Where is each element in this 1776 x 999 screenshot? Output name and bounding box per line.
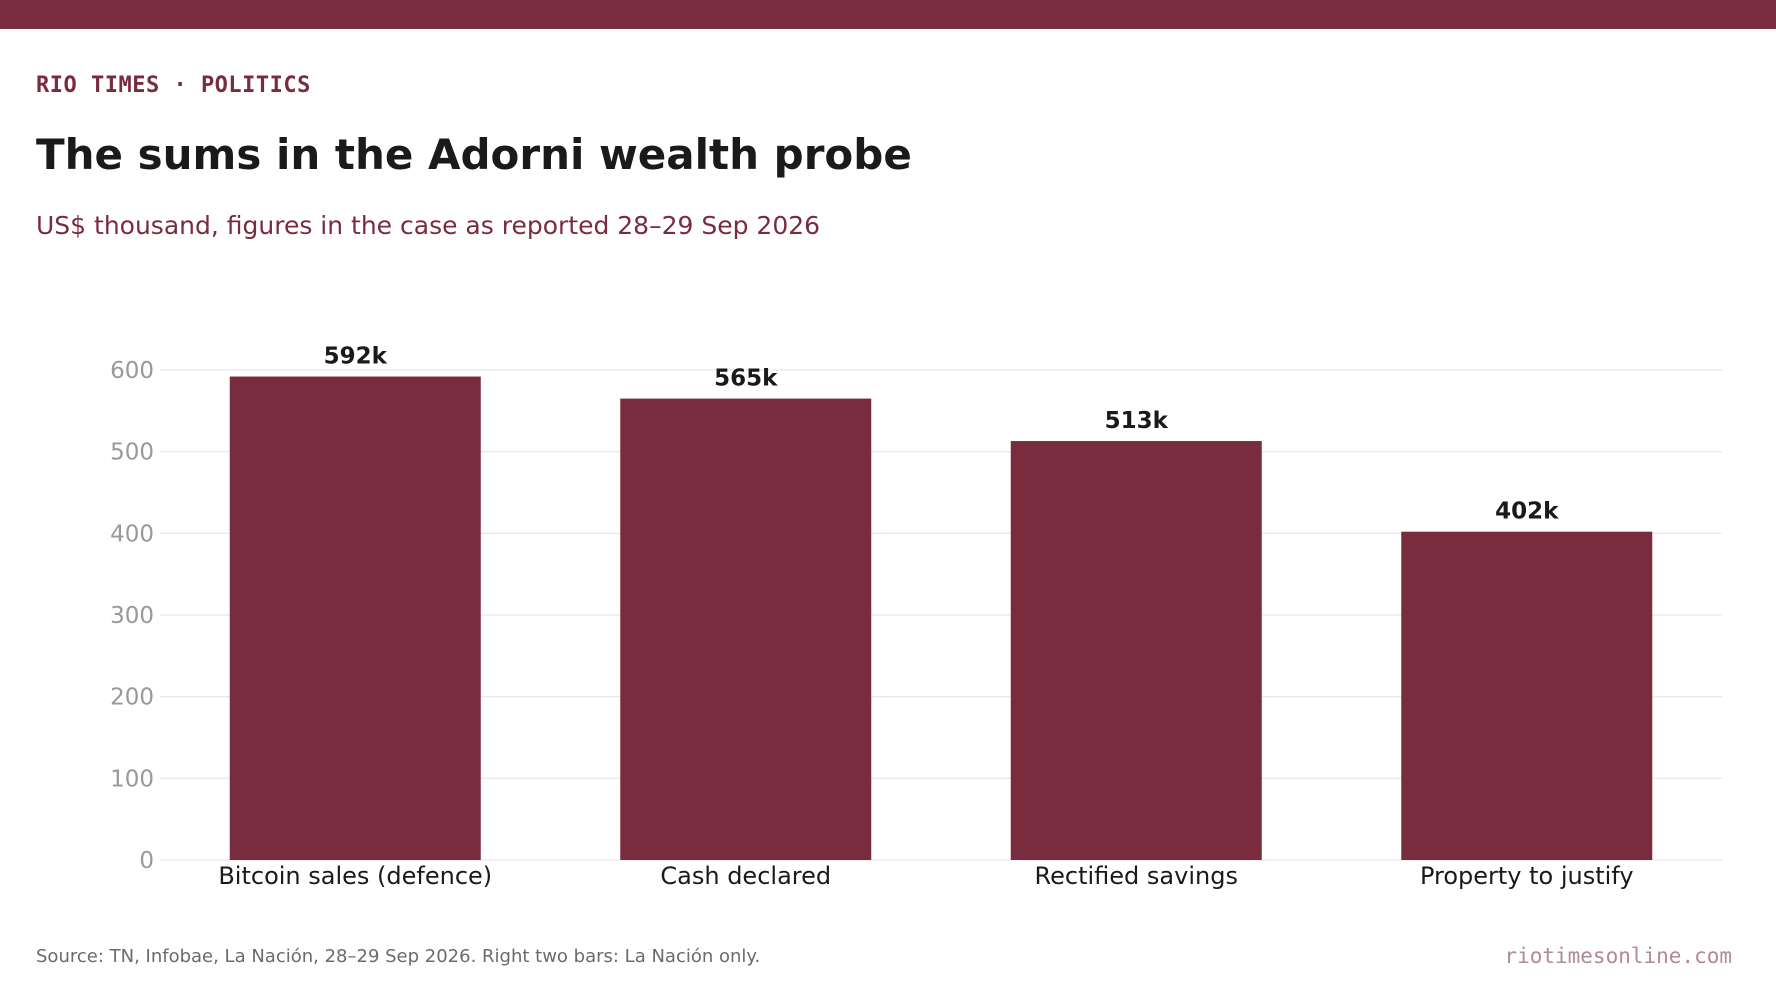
chart-subtitle: US$ thousand, figures in the case as rep…	[36, 211, 821, 240]
bar-4	[1401, 531, 1653, 860]
category-label: Property to justify	[1420, 862, 1634, 890]
top-brand-band	[0, 0, 1776, 29]
value-label: 513k	[1105, 408, 1169, 434]
category-labels: Bitcoin sales (defence) Cash declared Rect…	[218, 862, 1633, 890]
source-note: Source: TN, Infobae, La Nación, 28–29 Se…	[36, 946, 761, 967]
section-kicker: RIO TIMES · POLITICS	[36, 73, 311, 98]
bar-1	[229, 376, 481, 860]
value-label: 402k	[1495, 499, 1559, 525]
category-label: Rectified savings	[1035, 862, 1238, 890]
value-labels: 592k 565k 513k 402k	[324, 344, 1560, 525]
y-tick-label: 300	[110, 603, 154, 629]
value-label: 565k	[714, 366, 778, 392]
bars	[229, 376, 1653, 860]
y-tick-label: 200	[110, 685, 154, 711]
y-tick-label: 600	[110, 358, 154, 384]
y-tick-label: 500	[110, 440, 154, 466]
y-tick-label: 0	[139, 848, 154, 874]
site-url: riotimesonline.com	[1504, 944, 1732, 968]
y-axis-ticks: 0 100 200 300 400 500 600	[110, 358, 154, 874]
bar-2	[620, 398, 872, 860]
value-label: 592k	[324, 344, 388, 370]
category-label: Bitcoin sales (defence)	[218, 862, 492, 890]
y-tick-label: 100	[110, 766, 154, 792]
category-label: Cash declared	[660, 862, 831, 890]
chart-title: The sums in the Adorni wealth probe	[36, 130, 912, 179]
bar-3	[1010, 441, 1262, 860]
y-tick-label: 400	[110, 521, 154, 547]
